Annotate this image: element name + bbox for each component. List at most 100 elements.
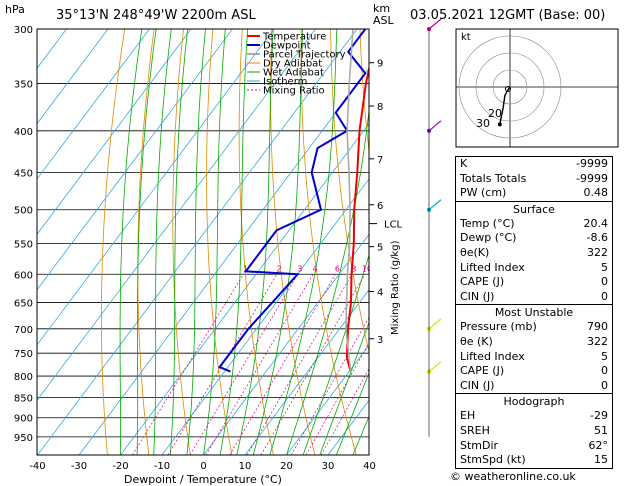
mixing-ratio-line bbox=[205, 274, 314, 455]
isotherm-line bbox=[37, 29, 316, 401]
surface-label: Dewp (°C) bbox=[460, 231, 517, 245]
unstable-label: Pressure (mb) bbox=[460, 320, 537, 334]
isotherm-line bbox=[161, 178, 369, 455]
hodograph-value: -29 bbox=[590, 409, 608, 423]
km-tick-label: 6 bbox=[377, 201, 383, 212]
temperature-tick-label: 0 bbox=[200, 461, 206, 472]
lcl-label: LCL bbox=[384, 220, 403, 231]
surface-title: Surface bbox=[513, 202, 555, 216]
isotherm-line bbox=[286, 344, 369, 455]
isotherm-line bbox=[37, 29, 67, 69]
unstable-value: 322 bbox=[587, 334, 608, 348]
pressure-tick-label: 800 bbox=[14, 372, 33, 383]
temperature-tick-label: -10 bbox=[154, 461, 170, 472]
hodograph-title: Hodograph bbox=[503, 395, 565, 409]
wet-adiabat-line bbox=[186, 29, 206, 455]
hodograph-ring bbox=[475, 52, 545, 122]
km-tick-label: 7 bbox=[377, 155, 383, 166]
surface-label: CIN (J) bbox=[460, 289, 495, 303]
unstable-label: CAPE (J) bbox=[460, 364, 505, 378]
surface-row: Dewp (°C) -8.6 bbox=[456, 231, 612, 246]
surface-row: Temp (°C) 20.4 bbox=[456, 217, 612, 232]
hodograph-end-dot bbox=[497, 122, 502, 127]
hodograph-label: StmDir bbox=[460, 438, 499, 452]
temperature-tick-label: 40 bbox=[363, 461, 376, 472]
chart-location-title: 35°13'N 248°49'W 2200m ASL bbox=[56, 8, 256, 23]
hodograph-frame bbox=[455, 28, 619, 148]
wet-adiabat-line bbox=[286, 106, 369, 455]
surface-label: θe(K) bbox=[460, 245, 490, 259]
surface-row: θe(K) 322 bbox=[456, 246, 612, 261]
mixing-ratio-line bbox=[132, 274, 244, 455]
mixing-ratio-label: 8 bbox=[351, 264, 356, 273]
wet-adiabat-line bbox=[203, 29, 226, 455]
pressure-tick-label: 950 bbox=[14, 433, 33, 444]
unstable-value: 0 bbox=[601, 378, 608, 392]
unstable-row: θe (K) 322 bbox=[456, 335, 612, 350]
parcel-trajectory-profile bbox=[345, 29, 354, 372]
surface-label: CAPE (J) bbox=[460, 275, 505, 289]
hodograph-row: StmSpd (kt) 15 bbox=[456, 453, 612, 468]
mixing-ratio-line bbox=[260, 274, 366, 455]
surface-label: Temp (°C) bbox=[460, 216, 515, 230]
mixing-ratio-label: 4 bbox=[313, 264, 318, 273]
surface-box: Surface Temp (°C) 20.4 Dewp (°C) -8.6 θe(K… bbox=[455, 201, 613, 306]
index-row: PW (cm) 0.48 bbox=[456, 186, 612, 201]
unstable-row: Lifted Index 5 bbox=[456, 350, 612, 365]
hodograph-row: SREH 51 bbox=[456, 424, 612, 439]
index-value: -9999 bbox=[576, 171, 608, 185]
hodograph-row: StmDir 62° bbox=[456, 439, 612, 454]
mixing-ratio-label: 3 bbox=[297, 264, 302, 273]
legend-item: Parcel Trajectory bbox=[263, 50, 346, 61]
hodograph-row: EH -29 bbox=[456, 409, 612, 424]
km-tick-label: 3 bbox=[377, 335, 383, 346]
km-unit: km bbox=[373, 2, 391, 15]
isotherm-line bbox=[203, 233, 369, 455]
km-tick-label: 5 bbox=[377, 243, 383, 254]
hodograph-trace bbox=[499, 86, 511, 125]
unstable-row: CAPE (J) 0 bbox=[456, 364, 612, 379]
hodograph-unit-label: kt bbox=[461, 32, 471, 43]
pressure-tick-label: 300 bbox=[14, 25, 33, 36]
mixing-ratio-label: 1 bbox=[243, 264, 248, 273]
isotherm-line bbox=[37, 29, 109, 125]
isotherm-line bbox=[37, 29, 150, 180]
index-label: Totals Totals bbox=[460, 171, 527, 185]
indices-table: K -9999 Totals Totals -9999 PW (cm) 0.48 Su… bbox=[455, 156, 613, 469]
unstable-label: θe (K) bbox=[460, 334, 493, 348]
mixing-ratio-line bbox=[229, 274, 336, 455]
dry-adiabat-line bbox=[270, 29, 316, 455]
mixing-ratio-label: 10 bbox=[362, 264, 372, 273]
pressure-tick-label: 550 bbox=[14, 239, 33, 250]
legend-item: Dewpoint bbox=[263, 41, 311, 52]
mixing-ratio-label: 25 bbox=[418, 264, 428, 273]
asl-unit: ASL bbox=[373, 14, 394, 27]
wet-adiabat-line bbox=[319, 321, 369, 455]
altitude-axis-unit: km ASL bbox=[373, 3, 394, 27]
index-value: 0.48 bbox=[583, 186, 609, 200]
basic-indices-box: K -9999 Totals Totals -9999 PW (cm) 0.48 bbox=[455, 156, 613, 202]
wet-adiabat-line bbox=[302, 253, 369, 455]
wet-adiabat-line bbox=[169, 29, 189, 455]
footer-credit: © weatheronline.co.uk bbox=[450, 470, 576, 483]
pressure-tick-label: 650 bbox=[14, 299, 33, 310]
wet-adiabat-line bbox=[136, 29, 157, 455]
skewt-background-lines bbox=[37, 29, 369, 455]
temperature-tick-label: 30 bbox=[322, 461, 335, 472]
dry-adiabat-line bbox=[300, 29, 357, 455]
temperature-tick-label: -40 bbox=[29, 461, 45, 472]
unstable-label: CIN (J) bbox=[460, 378, 495, 392]
hodograph-ring bbox=[458, 35, 562, 139]
wind-barb bbox=[428, 361, 442, 373]
mixing-ratio-line bbox=[246, 274, 353, 455]
index-row: Totals Totals -9999 bbox=[456, 172, 612, 187]
hodograph-ring-label: 30 bbox=[476, 117, 490, 130]
dewpoint-profile bbox=[218, 29, 367, 373]
most-unstable-box: Most Unstable Pressure (mb) 790 θe (K) 322… bbox=[455, 305, 613, 395]
km-tick-label: 9 bbox=[377, 59, 383, 70]
pressure-tick-label: 750 bbox=[14, 349, 33, 360]
wet-adiabat-line bbox=[335, 372, 369, 455]
index-label: K bbox=[460, 157, 468, 170]
